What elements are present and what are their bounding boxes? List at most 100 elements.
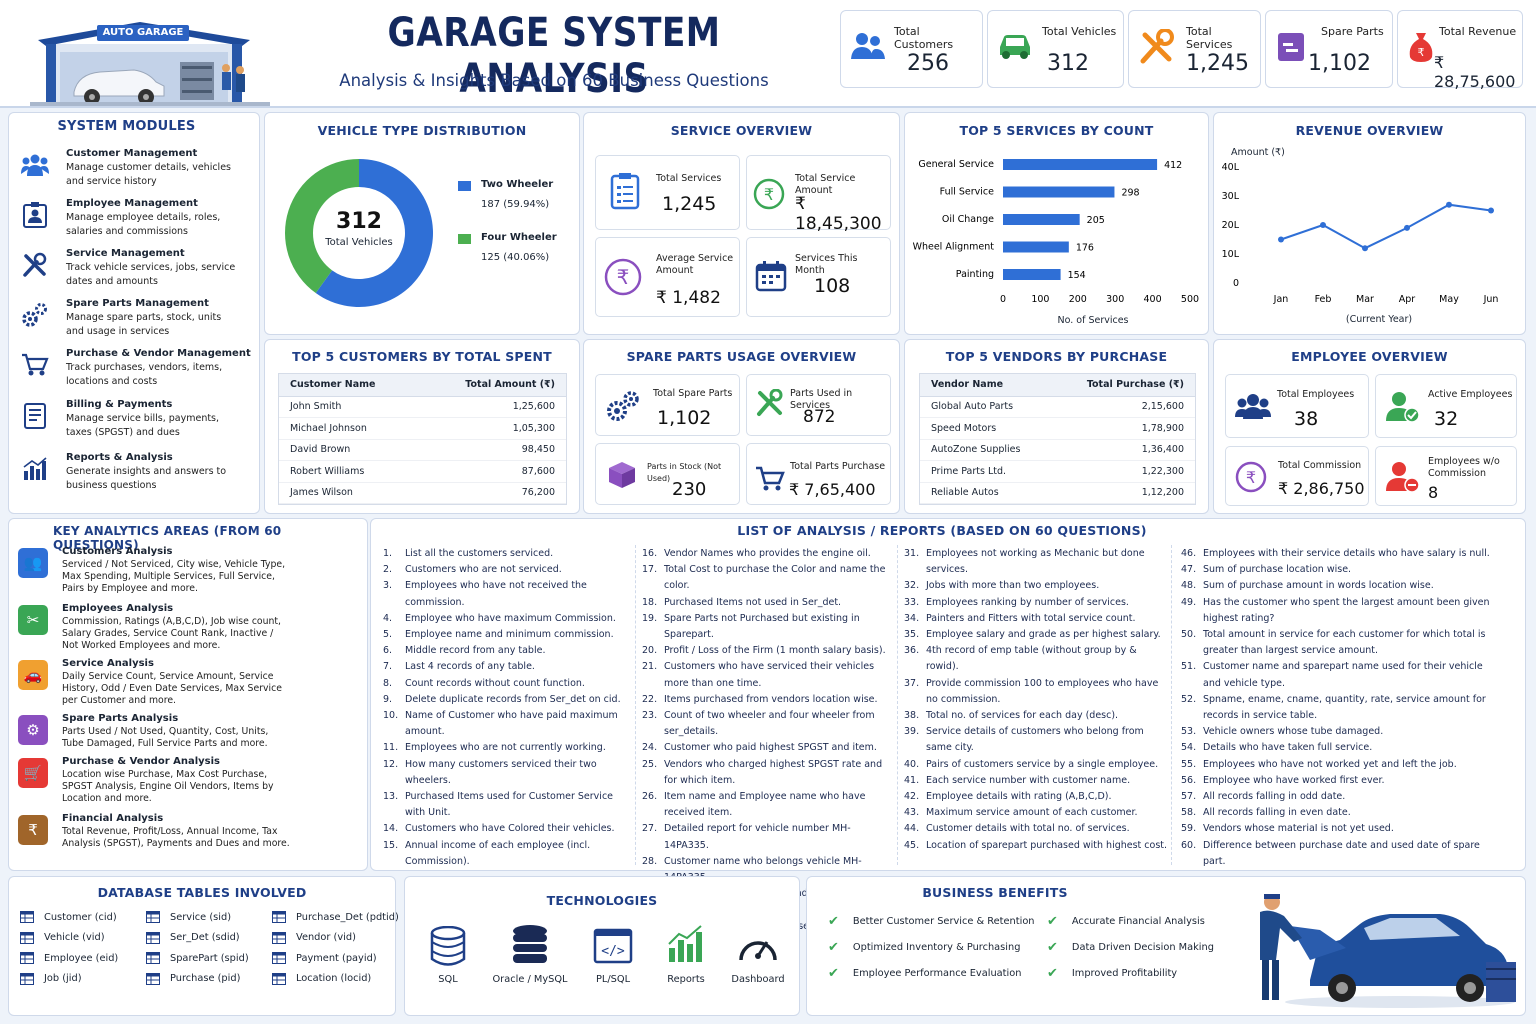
garage-illustration [30, 22, 270, 106]
question-item: 20. Profit / Loss of the Firm (1 month sa… [642, 643, 892, 659]
question-item: 5. Employee name and minimum commission. [383, 627, 633, 643]
question-number: 22. [642, 693, 658, 705]
question-item: 15. Annual income of each employee (incl.… [383, 838, 633, 870]
garage-sign: AUTO GARAGE [97, 25, 189, 41]
tick-label: 30L [1222, 191, 1240, 202]
users-icon [20, 150, 50, 180]
question-item: 25. Vendors who charged highest SPGST rat… [642, 757, 892, 789]
question-number: 5. [383, 629, 393, 641]
stat-label: Parts in Stock (Not Used) [647, 462, 722, 483]
panel-title: KEY ANALYTICS AREAS (FROM 60 QUESTIONS) [53, 524, 282, 552]
question-text: Item name and Employee name who have rec… [664, 791, 866, 819]
rupee-circle-icon: ₹ [1235, 461, 1267, 493]
question-text: Sum of purchase amount in words location… [1203, 580, 1434, 592]
gears-icon [607, 391, 639, 421]
question-text: Detailed report for vehicle number MH-14… [664, 823, 851, 851]
module-item: Customer Management Manage customer deta… [14, 148, 254, 192]
question-item: 36. 4th record of emp table (without grou… [904, 643, 1169, 675]
question-number: 37. [904, 677, 920, 689]
check-icon: ✔ [828, 914, 839, 929]
services-bar-chart: General Service 412 Full Service 298 Oil Cha… [913, 159, 1199, 305]
db-table-name: Purchase_Det (pdtid) [296, 911, 399, 923]
table-icon [146, 911, 160, 923]
analytics-area: 🚗 Service Analysis Daily Service Count, … [14, 658, 354, 708]
question-number: 16. [642, 548, 658, 559]
question-number: 50. [1181, 629, 1197, 641]
module-name: Reports & Analysis [66, 452, 173, 463]
question-number: 34. [904, 612, 920, 624]
module-desc: Manage spare parts, stock, units and usa… [66, 312, 222, 337]
legend-detail: 125 (40.06%) [481, 252, 550, 263]
question-number: 49. [1181, 596, 1197, 608]
data-point [1446, 201, 1452, 208]
svg-text:₹: ₹ [617, 265, 630, 289]
question-text: Difference between purchase date and use… [1203, 839, 1480, 867]
donut-slice [285, 159, 359, 294]
question-text: Pairs of customers service by a single e… [926, 758, 1159, 770]
question-item: 3. Employees who have not received the co… [383, 578, 633, 610]
benefit-item: ✔ Optimized Inventory & Purchasing [828, 940, 1020, 955]
table-cell: 1,25,600 [419, 396, 566, 418]
question-text: Customer who paid highest SPGST and item… [664, 742, 877, 754]
question-text: Customers who have serviced their vehicl… [664, 661, 875, 689]
question-item: 18. Purchased Items not used in Ser_det. [642, 595, 892, 611]
db-table-item: Purchase (pid) [146, 972, 240, 985]
db-table-name: Service (sid) [170, 911, 232, 923]
question-text: Employee name and minimum commission. [405, 629, 614, 641]
stat-label: Employees w/o Commission [1428, 456, 1500, 479]
question-number: 57. [1181, 791, 1197, 803]
question-item: 46. Employees with their service details … [1181, 546, 1501, 562]
question-item: 45. Location of sparepart purchased with … [904, 838, 1169, 854]
database-icon [430, 925, 466, 966]
question-text: Maximum service amount of each customer. [926, 807, 1138, 819]
module-item: Billing & Payments Manage service bills,… [14, 399, 254, 443]
question-text: Last 4 records of any table. [405, 661, 535, 673]
question-item: 44. Customer details with total no. of se… [904, 821, 1169, 837]
db-table-item: Customer (cid) [20, 911, 117, 923]
stat-value: ₹ 7,65,400 [789, 480, 876, 499]
team-icon [1235, 394, 1271, 419]
question-number: 44. [904, 823, 920, 835]
stat-label: Total Employees [1277, 389, 1355, 400]
tools-icon [20, 250, 50, 280]
question-number: 20. [642, 645, 658, 657]
module-desc: Track purchases, vendors, items, locatio… [66, 362, 223, 387]
kpi-total-revenue: ₹ Total Revenue ₹ 28,75,600 [1397, 10, 1523, 91]
question-number: 60. [1181, 839, 1197, 851]
stat-value: ₹ 1,482 [656, 288, 721, 308]
data-point [1488, 207, 1494, 214]
db-table-name: Job (jid) [44, 973, 82, 984]
stat-value: 8 [1428, 483, 1439, 502]
area-name: Financial Analysis [62, 813, 164, 824]
category-label: Full Service [940, 187, 995, 198]
question-number: 55. [1181, 758, 1197, 770]
tick-label: 10L [1222, 249, 1240, 260]
tick-label: 0 [1233, 278, 1239, 289]
question-number: 58. [1181, 807, 1197, 819]
db-table-item: Vendor (vid) [272, 931, 356, 944]
question-number: 36. [904, 645, 920, 657]
question-text: Service details of customers who belong … [926, 726, 1144, 754]
kpi-value: ₹ 28,75,600 [1434, 53, 1516, 91]
service-overview-panel: SERVICE OVERVIEW Total Services 1,245 ₹ … [583, 112, 900, 335]
question-item: 12. How many customers serviced their two… [383, 757, 633, 789]
question-number: 43. [904, 807, 920, 819]
question-number: 24. [642, 742, 658, 754]
question-text: Employee who have maximum Commission. [405, 612, 616, 624]
area-desc: Location wise Purchase, Max Cost Purchas… [62, 769, 274, 804]
question-item: 33. Employees ranking by number of servic… [904, 595, 1169, 611]
question-number: 52. [1181, 693, 1197, 705]
question-number: 21. [642, 661, 658, 673]
analytics-area: ⚙ Spare Parts Analysis Parts Used / Not … [14, 713, 354, 763]
db-table-name: Vehicle (vid) [44, 932, 105, 943]
db-table-item: Ser_Det (sdid) [146, 931, 240, 944]
question-item: 59. Vendors whose materiaI is not yet use… [1181, 821, 1501, 837]
panel-title: TECHNOLOGIES [546, 893, 658, 908]
clipboard-icon [610, 173, 640, 210]
table-cell: David Brown [279, 439, 420, 461]
stat-value: ₹ 18,45,300 [795, 194, 882, 234]
tech-label: Reports [667, 974, 705, 985]
bar [1003, 214, 1080, 225]
svg-text:</>: </> [601, 944, 625, 959]
question-item: 60. Difference between purchase date and … [1181, 838, 1501, 870]
